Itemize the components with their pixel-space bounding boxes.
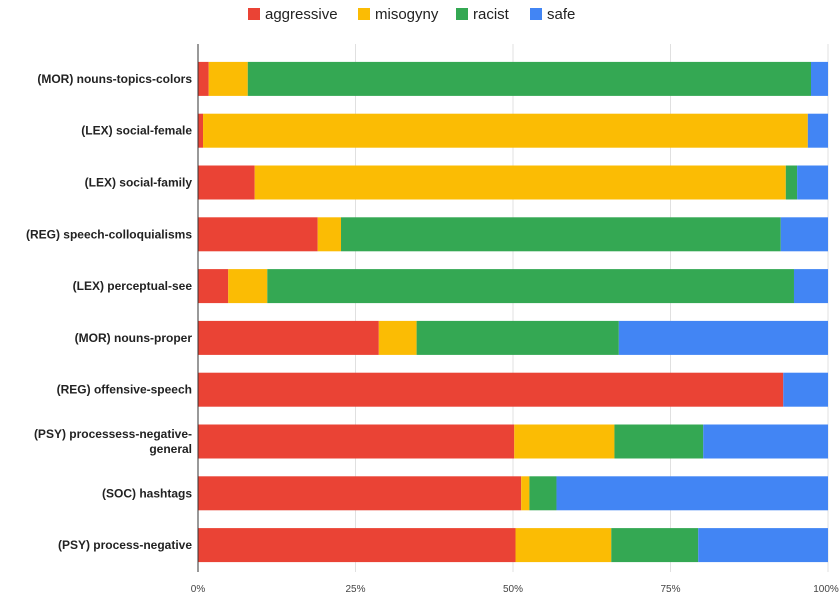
- bar-aggressive-5: [198, 320, 379, 355]
- bar-misogyny-5: [378, 320, 417, 355]
- bar-aggressive-4: [198, 269, 229, 304]
- category-label-3: (REG) speech-colloquialisms: [26, 227, 192, 241]
- category-label-6: (REG) offensive-speech: [57, 383, 192, 397]
- bar-racist-0: [247, 61, 811, 96]
- category-label-5: (MOR) nouns-proper: [75, 331, 193, 345]
- bar-safe-5: [618, 320, 828, 355]
- bar-safe-4: [793, 269, 828, 304]
- category-label-line: general: [149, 442, 192, 456]
- bars: [198, 61, 828, 563]
- legend-label-racist: racist: [473, 6, 510, 23]
- category-label-line: (MOR) nouns-topics-colors: [37, 72, 192, 86]
- bar-safe-8: [556, 476, 828, 511]
- bar-aggressive-0: [198, 61, 209, 96]
- legend-label-safe: safe: [547, 6, 575, 23]
- bar-safe-0: [810, 61, 828, 96]
- bar-safe-1: [807, 113, 828, 148]
- bar-misogyny-7: [514, 424, 615, 459]
- legend-label-aggressive: aggressive: [265, 6, 338, 23]
- bar-aggressive-8: [198, 476, 522, 511]
- bar-misogyny-0: [208, 61, 248, 96]
- bar-safe-2: [797, 165, 828, 200]
- x-tick-label-1: 25%: [345, 584, 365, 595]
- bar-aggressive-9: [198, 528, 516, 563]
- bar-racist-9: [611, 528, 699, 563]
- bar-misogyny-3: [317, 217, 342, 252]
- x-tick-label-0: 0%: [191, 584, 206, 595]
- bar-aggressive-7: [198, 424, 515, 459]
- bar-safe-9: [698, 528, 828, 563]
- category-label-line: (LEX) perceptual-see: [73, 279, 193, 293]
- category-label-line: (MOR) nouns-proper: [75, 331, 193, 345]
- category-label-line: (LEX) social-family: [85, 176, 193, 190]
- category-label-9: (PSY) process-negative: [58, 538, 192, 552]
- legend-swatch-racist: [456, 8, 468, 20]
- legend-item-racist: racist: [456, 6, 510, 23]
- category-label-4: (LEX) perceptual-see: [73, 279, 193, 293]
- bar-safe-3: [780, 217, 828, 252]
- bar-aggressive-2: [198, 165, 255, 200]
- category-label-1: (LEX) social-female: [81, 124, 192, 138]
- category-label-8: (SOC) hashtags: [102, 486, 192, 500]
- category-label-line: (REG) offensive-speech: [57, 383, 192, 397]
- legend-item-aggressive: aggressive: [248, 6, 338, 23]
- bar-aggressive-1: [198, 113, 204, 148]
- legend-label-misogyny: misogyny: [375, 6, 439, 23]
- category-label-7: (PSY) processess-negative-general: [34, 427, 192, 456]
- bar-racist-7: [614, 424, 704, 459]
- category-label-line: (PSY) process-negative: [58, 538, 192, 552]
- x-tick-labels: 0% 25% 50% 75% 100%: [191, 584, 839, 595]
- category-label-line: (REG) speech-colloquialisms: [26, 227, 192, 241]
- legend-item-safe: safe: [530, 6, 575, 23]
- bar-misogyny-4: [228, 269, 268, 304]
- bar-racist-8: [529, 476, 557, 511]
- bar-misogyny-1: [203, 113, 808, 148]
- legend-swatch-misogyny: [358, 8, 370, 20]
- category-label-0: (MOR) nouns-topics-colors: [37, 72, 192, 86]
- bar-racist-4: [267, 269, 794, 304]
- bar-misogyny-9: [515, 528, 612, 563]
- category-labels: (MOR) nouns-topics-colors (LEX) social-fe…: [26, 72, 192, 552]
- category-label-line: (PSY) processess-negative-: [34, 427, 192, 441]
- bar-misogyny-8: [521, 476, 530, 511]
- bar-safe-7: [703, 424, 828, 459]
- category-label-line: (SOC) hashtags: [102, 486, 192, 500]
- legend-swatch-aggressive: [248, 8, 260, 20]
- category-label-2: (LEX) social-family: [85, 176, 193, 190]
- x-tick-label-4: 100%: [813, 584, 839, 595]
- bar-racist-2: [785, 165, 798, 200]
- legend: aggressive misogyny racist safe: [248, 6, 575, 23]
- bar-racist-5: [416, 320, 619, 355]
- bar-safe-6: [783, 372, 828, 407]
- category-label-line: (LEX) social-female: [81, 124, 192, 138]
- bar-racist-3: [341, 217, 781, 252]
- bar-misogyny-2: [254, 165, 786, 200]
- legend-swatch-safe: [530, 8, 542, 20]
- x-tick-label-3: 75%: [660, 584, 680, 595]
- x-tick-label-2: 50%: [503, 584, 523, 595]
- bar-aggressive-3: [198, 217, 318, 252]
- legend-item-misogyny: misogyny: [358, 6, 439, 23]
- bar-aggressive-6: [198, 372, 784, 407]
